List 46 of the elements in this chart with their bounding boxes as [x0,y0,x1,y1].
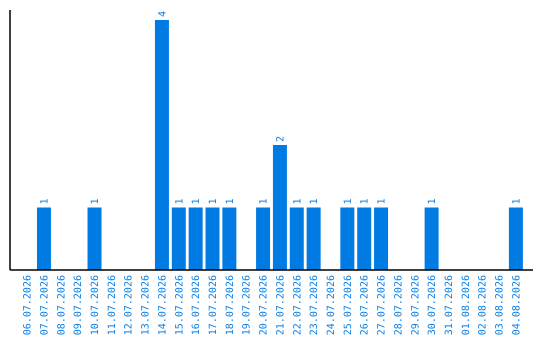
x-tick-label: 13.07.2026 [140,275,152,336]
x-tick-label: 26.07.2026 [360,275,371,336]
x-tick-label: 20.07.2026 [258,275,270,336]
x-tick-label: 16.07.2026 [191,275,202,336]
x-tick-label: 15.07.2026 [174,275,186,336]
data-label: 1 [174,198,186,204]
data-label: 1 [427,198,438,204]
data-label: 2 [275,136,286,142]
x-tick-label: 29.07.2026 [410,275,422,336]
x-tick-label: 12.07.2026 [124,275,135,336]
x-tick-label: 02.08.2026 [478,275,489,336]
x-tick-label: 01.08.2026 [460,275,472,336]
x-tick-label: 10.07.2026 [90,275,102,336]
data-label: 1 [208,198,220,204]
x-tick-label: 30.07.2026 [427,275,438,336]
data-label: 1 [224,198,236,204]
x-tick-label: 11.07.2026 [106,275,118,336]
data-label: 1 [360,198,371,204]
x-tick-label: 25.07.2026 [342,275,354,336]
x-tick-label: 18.07.2026 [224,275,236,336]
x-tick-label: 31.07.2026 [444,275,455,336]
x-tick-label: 24.07.2026 [326,275,337,336]
data-label: 1 [511,198,522,204]
x-tick-label: 06.07.2026 [22,275,34,336]
x-tick-label: 08.07.2026 [56,275,68,336]
x-tick-label: 28.07.2026 [393,275,404,336]
data-label: 1 [309,198,320,204]
data-label: 1 [90,198,102,204]
data-label: 1 [39,198,50,204]
data-label: 4 [157,10,168,17]
x-tick-label: 04.08.2026 [511,275,522,336]
data-label: 1 [376,198,388,204]
x-tick-label: 17.07.2026 [208,275,220,336]
x-tick-label: 22.07.2026 [292,275,304,336]
data-label: 1 [258,198,270,204]
data-label: 1 [342,198,354,204]
x-tick-label: 14.07.2026 [157,275,168,336]
x-tick-label: 07.07.2026 [39,275,50,336]
x-tick-label: 27.07.2026 [376,275,388,336]
x-tick-label: 03.08.2026 [494,275,506,336]
data-label: 1 [292,198,304,204]
x-tick-label: 21.07.2026 [275,275,286,336]
x-tick-label: 09.07.2026 [73,275,84,336]
x-tick-label: 23.07.2026 [309,275,320,336]
x-tick-label: 19.07.2026 [242,275,253,336]
data-label: 1 [191,198,202,204]
